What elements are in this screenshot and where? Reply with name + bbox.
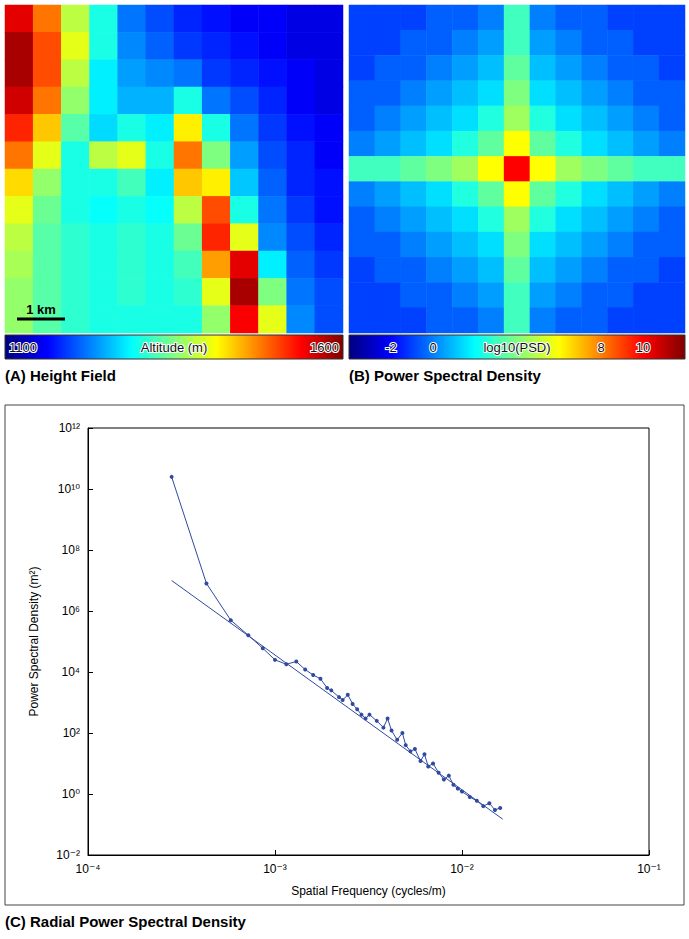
svg-text:10¹⁰: 10¹⁰ [58, 482, 80, 496]
svg-text:10²: 10² [63, 726, 80, 740]
svg-text:(C) Radial Power Spectral Dens: (C) Radial Power Spectral Density [5, 913, 247, 930]
svg-text:1 km: 1 km [26, 302, 56, 317]
svg-text:1100: 1100 [9, 340, 37, 355]
svg-text:10⁴: 10⁴ [61, 665, 80, 679]
svg-text:8: 8 [597, 340, 604, 355]
svg-text:10⁻²: 10⁻² [450, 862, 474, 876]
svg-text:10⁶: 10⁶ [62, 604, 80, 618]
svg-text:Altitude (m): Altitude (m) [141, 340, 207, 355]
svg-text:(A) Height Field: (A) Height Field [5, 367, 116, 384]
svg-text:10⁻³: 10⁻³ [263, 862, 287, 876]
svg-text:1600: 1600 [310, 340, 339, 355]
svg-text:0: 0 [429, 340, 436, 355]
svg-text:log10(PSD): log10(PSD) [483, 340, 550, 355]
svg-text:Power Spectral Density (m²): Power Spectral Density (m²) [27, 566, 41, 716]
svg-text:10⁻²: 10⁻² [56, 848, 80, 862]
svg-text:Spatial Frequency (cycles/m): Spatial Frequency (cycles/m) [291, 884, 446, 898]
svg-text:10⁸: 10⁸ [62, 543, 80, 557]
svg-text:10⁻¹: 10⁻¹ [637, 862, 661, 876]
svg-text:10: 10 [636, 340, 650, 355]
svg-text:10⁻⁴: 10⁻⁴ [76, 862, 101, 876]
svg-text:(B) Power Spectral Density: (B) Power Spectral Density [349, 367, 541, 384]
svg-text:10¹²: 10¹² [59, 421, 80, 435]
svg-text:10⁰: 10⁰ [62, 787, 80, 801]
svg-text:-2: -2 [385, 340, 397, 355]
